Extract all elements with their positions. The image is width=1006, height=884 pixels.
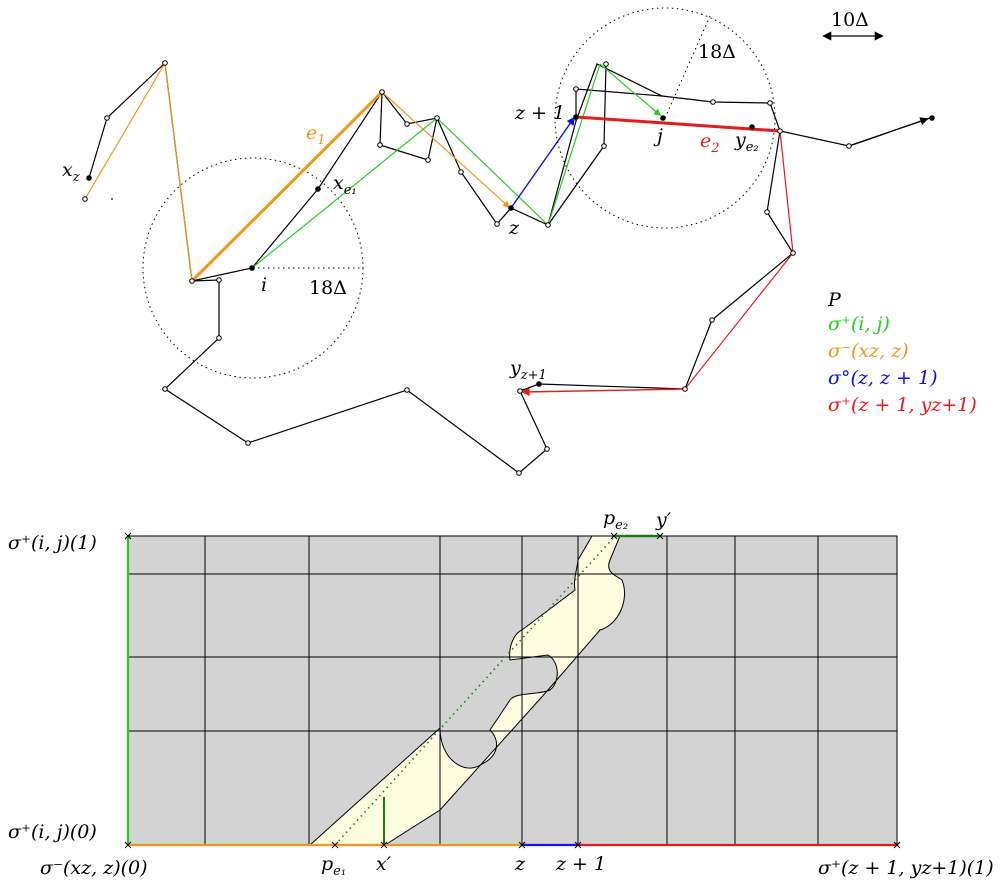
label-x-z: xz <box>62 159 80 185</box>
blue-edge <box>510 116 575 209</box>
tick-label-y-prime: y′ <box>655 509 672 531</box>
free-space-grid-bg <box>128 536 897 845</box>
tick-label-z: z <box>514 853 526 875</box>
right-radius-line <box>664 15 711 119</box>
green-path <box>251 63 601 269</box>
diagonal-dotted <box>334 535 616 846</box>
stray-dot <box>111 198 113 200</box>
filled-points <box>86 114 935 387</box>
label-j: j <box>653 125 663 147</box>
vertices <box>82 60 852 476</box>
tick-label-p-e1: pe₁ <box>321 853 346 879</box>
tick-label-z-plus-1: z + 1 <box>555 853 606 875</box>
left-radius-circle <box>142 157 364 379</box>
green-to-j <box>599 63 662 116</box>
tick-label-x-prime: x′ <box>376 853 392 875</box>
y-bottom-label: σ⁺(i, j)(0) <box>8 821 97 843</box>
label-z-plus-1: z + 1 <box>514 102 565 124</box>
legend-item-blue: σ°(z, z + 1) <box>828 367 937 389</box>
tick-marks <box>124 532 901 849</box>
label-i: i <box>261 274 267 296</box>
orange-to-z <box>381 91 511 208</box>
y-top-label: σ⁺(i, j)(1) <box>8 532 97 554</box>
path-P-tail-arrow <box>848 117 929 147</box>
label-x-e1: xe₁ <box>333 172 357 198</box>
x-left-label: σ⁻(xz, z)(0) <box>40 857 148 879</box>
legend-item-red: σ⁺(z + 1, yz+1) <box>828 394 977 416</box>
red-to-yz1 <box>521 387 686 397</box>
legend-title: P <box>827 289 842 311</box>
scale-label: 10Δ <box>831 9 869 31</box>
tick-label-p-e2: pe₂ <box>603 507 628 533</box>
grid-lines <box>127 535 898 846</box>
legend-item-green: σ⁺(i, j) <box>828 313 890 335</box>
orange-path <box>84 61 193 282</box>
radius-label-right: 18Δ <box>698 41 736 63</box>
red-edge-e2 <box>575 115 781 133</box>
radius-label-left: 18Δ <box>309 277 347 299</box>
label-y-e2: ye₂ <box>734 129 759 155</box>
red-path <box>684 130 794 390</box>
label-z: z <box>508 217 520 239</box>
top-diagram: 10Δ 18Δ 18Δ xz e1 xe₁ i z z + 1 j e2 ye₂… <box>62 7 935 476</box>
label-e1: e1 <box>306 122 326 148</box>
bottom-diagram: σ⁺(i, j)(1) σ⁺(i, j)(0) σ⁻(xz, z)(0) σ⁺(… <box>8 507 994 879</box>
label-e2: e2 <box>700 130 720 156</box>
label-y-z1: yz+1 <box>509 357 547 383</box>
orange-edge-e1 <box>190 90 384 283</box>
path-P-lower <box>164 130 794 474</box>
path-P <box>88 61 931 282</box>
path-P-branch-c <box>379 91 438 161</box>
legend: P σ⁺(i, j) σ⁻(xz, z) σ°(z, z + 1) σ⁺(z +… <box>827 289 977 416</box>
x-right-label: σ⁺(z + 1, yz+1)(1) <box>818 857 994 879</box>
free-space-region <box>308 535 626 846</box>
legend-item-orange: σ⁻(xz, z) <box>828 340 909 362</box>
